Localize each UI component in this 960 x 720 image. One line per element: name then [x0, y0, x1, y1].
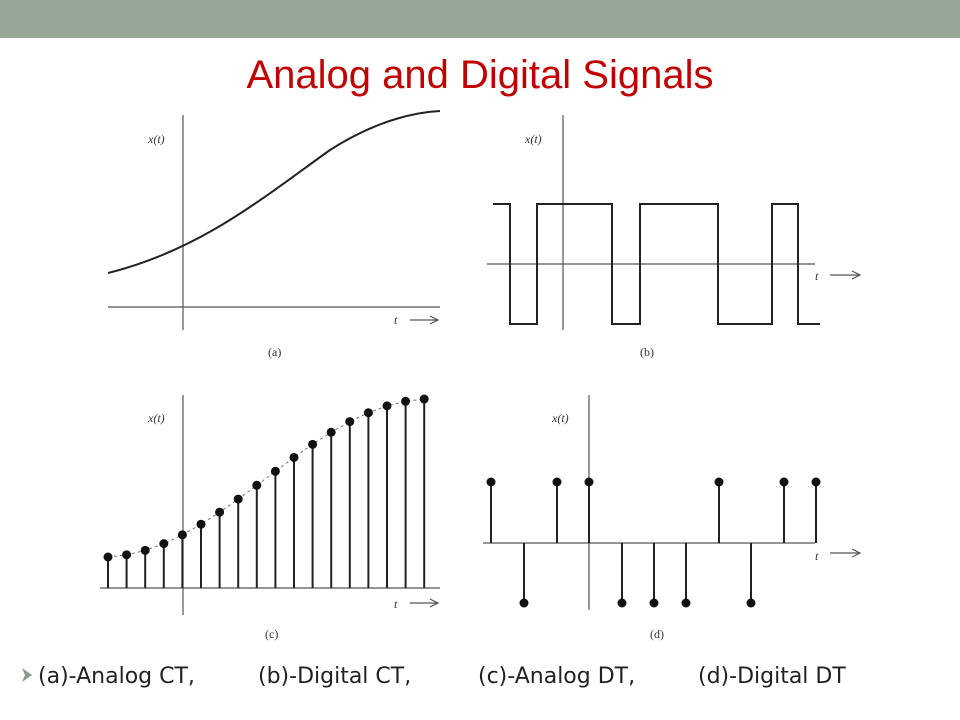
sample-dot: [552, 477, 562, 487]
figure: x(t) t (a) x(t) t (b) x(t) t (c) x(t) t …: [100, 110, 862, 641]
sample-dot: [401, 396, 411, 406]
sample-dot: [196, 519, 206, 529]
sample-dot: [215, 507, 225, 517]
sample-dot: [617, 598, 627, 608]
bullet-text: (d)-Digital DT: [698, 664, 846, 689]
bullet-text: (a)-Analog CT,: [38, 664, 195, 689]
bullet-text: (b)-Digital CT,: [258, 664, 411, 689]
samples: [486, 477, 821, 608]
sample-dot: [270, 466, 280, 476]
sample-dot: [714, 477, 724, 487]
caption: (b): [640, 345, 654, 359]
caption: (c): [265, 627, 278, 641]
sample-dot: [177, 530, 187, 540]
sample-dot: [252, 480, 262, 490]
y-label: x(t): [551, 411, 569, 425]
sample-dot: [345, 417, 355, 427]
sample-dot: [649, 598, 659, 608]
sample-dot: [233, 494, 243, 504]
analog-curve: [107, 110, 441, 274]
arrow: [410, 598, 440, 608]
sample-dot: [103, 552, 113, 562]
sample-dot: [519, 598, 529, 608]
sample-dot: [122, 550, 132, 560]
x-label: t: [394, 597, 398, 611]
bullet-icon: [22, 668, 32, 682]
sample-dot: [779, 477, 789, 487]
y-label: x(t): [147, 411, 165, 425]
sample-dot: [326, 427, 336, 437]
sample-dot: [811, 477, 821, 487]
arrow: [830, 548, 862, 558]
slide-title: Analog and Digital Signals: [247, 53, 714, 97]
square-wave: [493, 203, 820, 325]
sample-dot: [289, 452, 299, 462]
x-label: t: [815, 269, 819, 283]
top-bar: [0, 0, 960, 38]
sample-dot: [382, 401, 392, 411]
sample-dot: [584, 477, 594, 487]
sample-dot: [363, 408, 373, 418]
y-label: x(t): [524, 132, 542, 146]
x-label: t: [394, 313, 398, 327]
y-label: x(t): [147, 132, 165, 146]
x-label: t: [815, 549, 819, 563]
sample-dot: [159, 539, 169, 549]
sample-dot: [746, 598, 756, 608]
sample-dot: [140, 545, 150, 555]
caption: (d): [650, 627, 664, 641]
sample-dot: [308, 439, 318, 449]
arrow: [410, 315, 440, 325]
sample-dot: [486, 477, 496, 487]
arrow: [830, 270, 862, 280]
bullet-text: (c)-Analog DT,: [478, 664, 635, 689]
samples: [103, 394, 429, 588]
caption: (a): [268, 345, 281, 359]
sample-dot: [419, 394, 429, 404]
sample-dot: [681, 598, 691, 608]
